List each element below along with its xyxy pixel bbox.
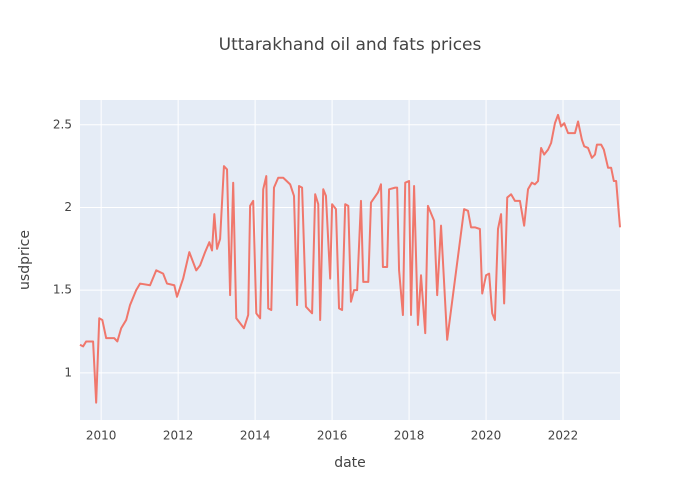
x-tick-label: 2014: [240, 429, 271, 443]
x-tick-label: 2012: [163, 429, 194, 443]
chart-title: Uttarakhand oil and fats prices: [219, 35, 482, 55]
x-tick-label: 2010: [86, 429, 117, 443]
data-line: [79, 113, 621, 404]
y-tick-label: 1.5: [53, 283, 72, 297]
y-tick-label: 1: [64, 365, 72, 379]
x-tick-label: 2020: [471, 429, 502, 443]
x-tick-label: 2022: [548, 429, 579, 443]
y-tick-label: 2.5: [53, 117, 72, 131]
y-axis-title: usdprice: [17, 230, 33, 290]
x-tick-label: 2018: [394, 429, 425, 443]
x-axis-title: date: [334, 455, 366, 471]
x-tick-label: 2016: [317, 429, 348, 443]
y-tick-label: 2: [64, 200, 72, 214]
